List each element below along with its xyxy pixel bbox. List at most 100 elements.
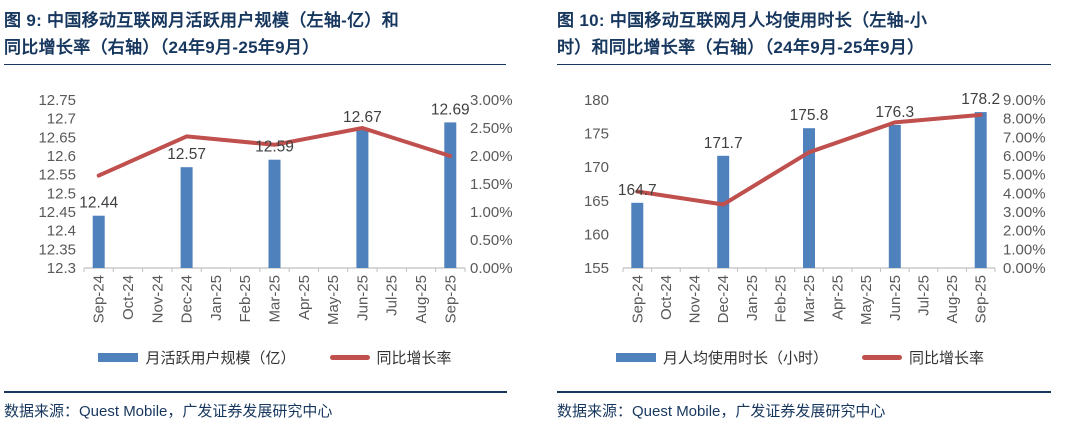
right-axis-tick-label: 1.50% — [470, 176, 513, 193]
figure-9-title-line-1: 图 9: 中国移动互联网月活跃用户规模（左轴-亿）和 — [4, 11, 400, 30]
bar-value-label: 12.69 — [431, 101, 470, 118]
bar-value-label: 12.57 — [167, 146, 206, 163]
left-axis-tick-label: 12.35 — [38, 241, 76, 258]
growth-rate-line — [635, 112, 983, 207]
x-axis-category-label: Jun-25 — [354, 275, 371, 321]
legend-item-line-series: 同比增长率 — [329, 347, 452, 368]
left-axis-tick-label: 12.75 — [38, 92, 76, 109]
left-axis-tick-label: 160 — [584, 226, 609, 243]
bar — [717, 155, 730, 268]
x-axis-category-label: Aug-25 — [944, 275, 961, 323]
line-legend-swatch-icon — [862, 355, 902, 360]
x-axis-category-label: Jan-25 — [744, 275, 761, 321]
x-axis-category-label: Dec-24 — [179, 275, 196, 323]
figure-10-title-line-2: 时）和同比增长率（右轴）（24年9月-25年9月） — [557, 38, 925, 57]
growth-rate-line — [96, 126, 453, 178]
line-legend-swatch-icon — [329, 355, 370, 360]
bar-value-label: 12.44 — [79, 195, 118, 212]
figure-9-title-line-2: 同比增长率（右轴）（24年9月-25年9月） — [4, 38, 320, 57]
legend-line-series-label: 同比增长率 — [909, 350, 985, 367]
left-axis-tick-label: 12.6 — [47, 148, 76, 165]
figure-9-legend: 月活跃用户规模（亿） 同比增长率 — [5, 347, 545, 368]
x-axis-category-label: Apr-25 — [830, 275, 847, 320]
x-axis-category-label: Sep-24 — [91, 275, 108, 323]
figure-10-legend: 月人均使用时长（小时） 同比增长率 — [530, 347, 1070, 368]
figure-10-title-line-1: 图 10: 中国移动互联网月人均使用时长（左轴-小 — [557, 11, 928, 30]
left-axis-tick-label: 12.4 — [47, 223, 76, 240]
bar — [631, 202, 644, 268]
bar — [180, 167, 193, 268]
left-axis-tick-label: 12.3 — [47, 260, 76, 277]
left-axis-tick-label: 12.45 — [38, 204, 76, 221]
right-axis-tick-label: 0.00% — [1003, 260, 1046, 277]
right-axis-tick-label: 2.00% — [470, 148, 513, 165]
x-axis-category-label: Aug-25 — [413, 275, 430, 323]
x-axis-category-label: Jan-25 — [208, 275, 225, 321]
x-axis-category-label: May-25 — [325, 275, 342, 325]
bar-value-label: 12.67 — [343, 109, 382, 126]
legend-item-line-series: 同比增长率 — [862, 347, 984, 368]
bar — [268, 159, 281, 268]
x-axis-category-label: Feb-25 — [237, 275, 254, 323]
legend-bar-series-label: 月人均使用时长（小时） — [662, 350, 828, 367]
right-axis-tick-label: 2.50% — [470, 120, 513, 137]
figure-9-chart: 12.7512.712.6512.612.5512.512.4512.412.3… — [38, 92, 513, 325]
left-axis-tick-label: 175 — [584, 126, 609, 143]
left-axis-tick-label: 155 — [584, 260, 609, 277]
right-axis-tick-label: 3.00% — [470, 92, 513, 109]
x-axis-category-label: Dec-24 — [715, 275, 732, 323]
right-axis-tick-label: 8.00% — [1003, 111, 1046, 128]
right-axis-tick-label: 5.00% — [1003, 167, 1046, 184]
x-axis-category-label: May-25 — [858, 275, 875, 325]
right-axis-tick-label: 7.00% — [1003, 129, 1046, 146]
x-axis-category-label: Oct-24 — [120, 275, 137, 320]
right-axis-tick-label: 3.00% — [1003, 204, 1046, 221]
bar-value-label: 164.7 — [618, 182, 657, 199]
bar — [356, 129, 369, 268]
figure-10-title: 图 10: 中国移动互联网月人均使用时长（左轴-小 时）和同比增长率（右轴）（2… — [557, 7, 1051, 65]
legend-bar-series-label: 月活跃用户规模（亿） — [145, 350, 296, 367]
right-axis-tick-label: 4.00% — [1003, 185, 1046, 202]
figure-10-chart: 180 175 170 165 160 155 9.00% 8.00%7.00% 6.00% 5.… — [584, 91, 1046, 325]
right-axis-tick-label: 9.00% — [1003, 92, 1046, 109]
x-axis-category-label: Nov-24 — [687, 275, 704, 323]
bar-value-label: 12.59 — [255, 139, 294, 156]
bar-legend-swatch-icon — [615, 353, 656, 362]
figure-9-source-note: 数据来源：Quest Mobile，广发证券发展研究中心 — [4, 391, 507, 421]
legend-item-bar-series: 月人均使用时长（小时） — [615, 347, 828, 368]
x-axis-category-label: Jun-25 — [887, 275, 904, 321]
x-axis-category-label: Feb-25 — [772, 275, 789, 323]
left-axis-tick-label: 12.7 — [47, 111, 76, 128]
bar — [803, 128, 815, 268]
left-axis-tick-label: 12.5 — [47, 185, 76, 202]
bar-value-label: 178.2 — [961, 91, 1000, 108]
x-axis-category-label: Sep-25 — [442, 275, 459, 323]
x-axis-category-label: Jul-25 — [384, 275, 401, 316]
figure-9: 图 9: 中国移动互联网月活跃用户规模（左轴-亿）和 同比增长率（右轴）（24年… — [4, 7, 513, 421]
x-axis-category-label: Apr-25 — [296, 275, 313, 320]
figure-9-title: 图 9: 中国移动互联网月活跃用户规模（左轴-亿）和 同比增长率（右轴）（24年… — [4, 7, 506, 65]
bar-value-label: 176.3 — [875, 104, 914, 121]
right-axis-tick-label: 1.00% — [470, 204, 513, 221]
x-axis-category-label: Jul-25 — [915, 275, 932, 316]
right-axis-tick-label: 1.00% — [1003, 241, 1046, 258]
left-axis-tick-label: 180 — [584, 92, 609, 109]
figure-10-source-note: 数据来源：Quest Mobile，广发证券发展研究中心 — [557, 391, 1051, 421]
left-axis-tick-label: 170 — [584, 159, 609, 176]
bar — [974, 112, 987, 268]
x-axis-category-label: Sep-24 — [629, 275, 646, 323]
bar-value-label: 175.8 — [790, 107, 829, 124]
x-axis-category-label: Sep-25 — [973, 275, 990, 323]
left-axis-tick-label: 12.65 — [38, 129, 76, 146]
bar-value-label: 171.7 — [704, 135, 743, 152]
bar-legend-swatch-icon — [98, 353, 139, 362]
right-axis-tick-label: 2.00% — [1003, 223, 1046, 240]
x-axis-category-label: Mar-25 — [801, 275, 818, 323]
left-axis-tick-label: 12.55 — [38, 167, 76, 184]
right-axis-tick-label: 0.00% — [470, 260, 513, 277]
left-axis-tick-label: 165 — [584, 193, 609, 210]
figure-10: 图 10: 中国移动互联网月人均使用时长（左轴-小 时）和同比增长率（右轴）（2… — [540, 0, 1080, 429]
x-axis-category-label: Nov-24 — [149, 275, 166, 323]
bar — [444, 122, 457, 269]
